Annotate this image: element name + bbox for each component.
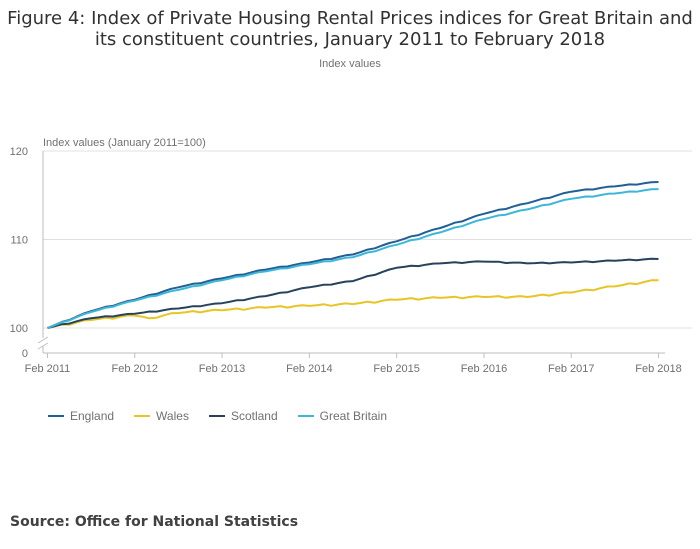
legend-item: Great Britain [297, 409, 388, 423]
x-tick-label: Feb 2018 [635, 363, 681, 375]
x-tick-label: Feb 2015 [373, 363, 419, 375]
legend-swatch [208, 415, 225, 417]
chart-subtitle: Index values [319, 58, 381, 70]
x-tick-label: Feb 2017 [548, 363, 594, 375]
x-tick-label: Feb 2011 [25, 363, 71, 375]
legend-label: Wales [156, 409, 189, 423]
axis-break-mark [37, 336, 49, 344]
y-tick-label: 0 [22, 348, 28, 360]
y-tick-label: 100 [10, 323, 28, 335]
series-line-wales [47, 279, 659, 329]
x-tick-label: Feb 2014 [286, 363, 332, 375]
axis-break-mark [37, 342, 49, 350]
series-line-scotland [47, 257, 659, 329]
axes: 0 100 110 120 Feb 2011 Feb 2012 Feb 2013 Feb 20… [10, 146, 682, 375]
legend-item: Scotland [208, 409, 278, 423]
y-axis-label: Index values (January 2011=100) [43, 137, 206, 149]
y-tick-label: 120 [10, 146, 28, 158]
x-tick-label: Feb 2016 [461, 363, 507, 375]
series-line-england [47, 181, 659, 329]
legend-swatch [297, 415, 314, 417]
legend-label: Great Britain [319, 409, 388, 423]
grid [43, 150, 692, 329]
series-lines [47, 181, 659, 329]
y-tick-label: 110 [10, 235, 28, 247]
legend-item: Wales [134, 409, 189, 423]
legend-label: Scotland [230, 409, 278, 423]
source-note: Source: Office for National Statistics [10, 514, 299, 530]
x-tick-label: Feb 2012 [112, 363, 158, 375]
x-tick-label: Feb 2013 [199, 363, 245, 375]
legend-label: England [70, 409, 115, 423]
chart-title: Figure 4: Index of Private Housing Renta… [7, 8, 693, 50]
legend-swatch [134, 415, 151, 417]
series-line-great-britain [47, 188, 659, 329]
legend-item: England [48, 409, 114, 423]
legend-swatch [48, 415, 64, 417]
legend: England Wales Scotland Great Britain [48, 409, 407, 423]
